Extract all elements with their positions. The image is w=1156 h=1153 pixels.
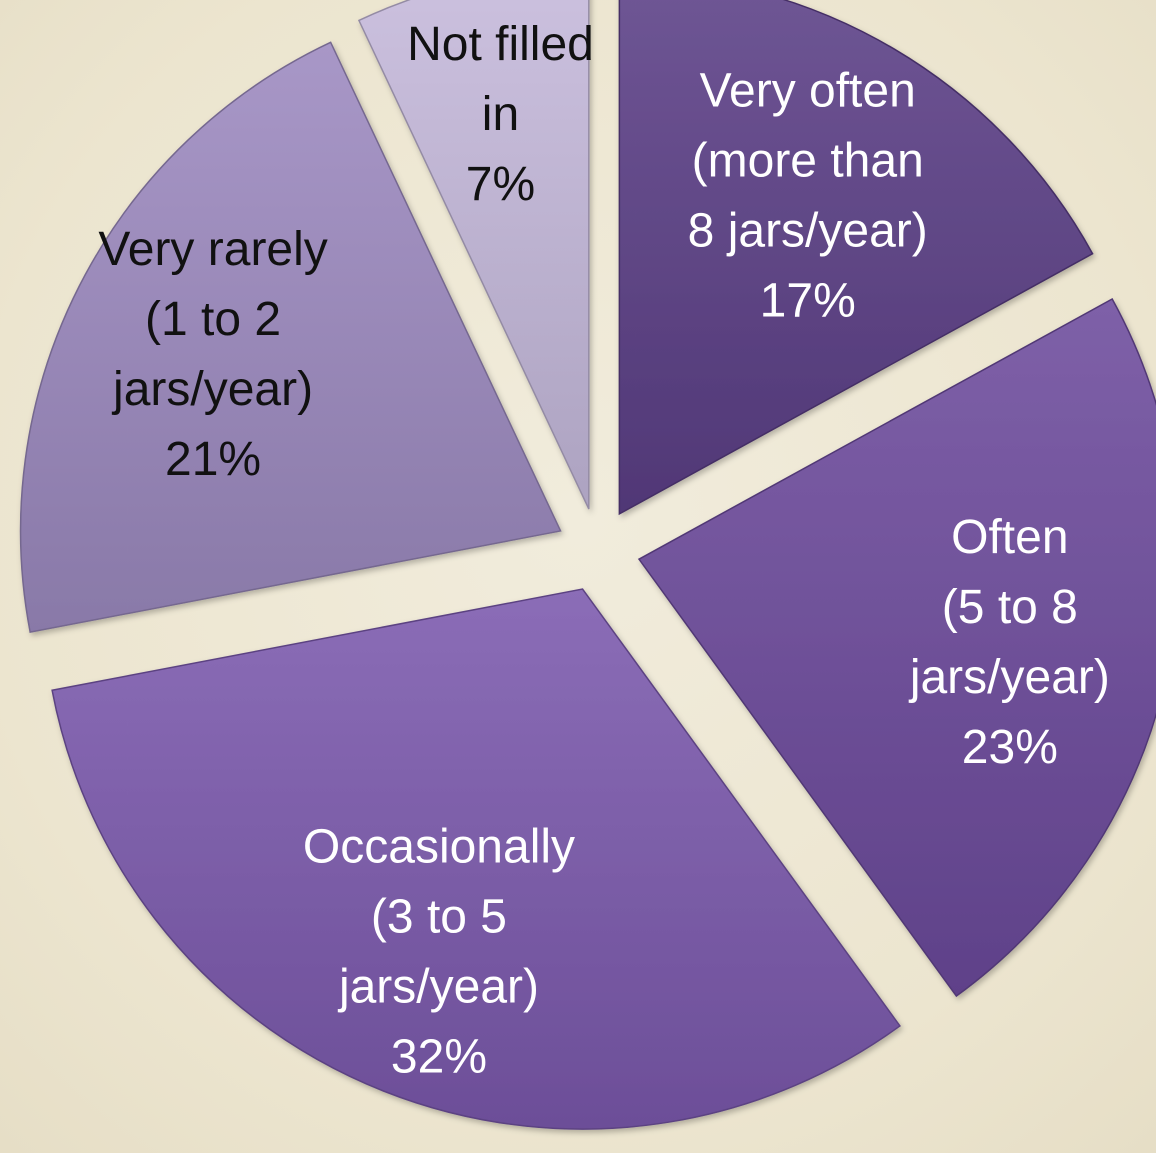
slice-label-line: jars/year) xyxy=(908,651,1110,704)
slice-percent-label: 17% xyxy=(760,274,856,327)
slice-label-line: (more than xyxy=(692,134,924,187)
slice-label-line: (5 to 8 xyxy=(942,581,1078,634)
slice-label-line: 8 jars/year) xyxy=(688,204,928,257)
slice-label-3: Very rarely (1 to 2 jars/year) 21% xyxy=(98,223,327,486)
slice-label-line: (1 to 2 xyxy=(145,293,281,346)
slice-label-4: Not filled in 7% xyxy=(407,18,594,211)
pie-slice-3 xyxy=(19,41,562,633)
slice-label-1: Often (5 to 8 jars/year) 23% xyxy=(908,511,1110,774)
pie-slice-4 xyxy=(357,0,590,510)
slice-percent-label: 32% xyxy=(391,1031,487,1084)
slice-label-line: Often xyxy=(951,511,1068,564)
pie-slice-2 xyxy=(51,588,901,1130)
slices-layer xyxy=(19,0,1156,1130)
slice-percent-label: 23% xyxy=(962,721,1058,774)
slice-label-2: Occasionally (3 to 5 jars/year) 32% xyxy=(303,821,575,1084)
slice-percent-label: 21% xyxy=(165,433,261,486)
slice-label-line: (3 to 5 xyxy=(371,891,507,944)
slice-label-line: Very often xyxy=(700,64,916,117)
slice-label-line: Not filled xyxy=(407,18,594,71)
slice-label-line: in xyxy=(482,88,519,141)
pie-slice-1 xyxy=(637,297,1156,998)
slice-label-line: jars/year) xyxy=(337,961,539,1014)
slice-label-line: jars/year) xyxy=(111,363,313,416)
pie-slice-0 xyxy=(618,0,1094,516)
slice-label-line: Very rarely xyxy=(98,223,327,276)
slice-label-line: Occasionally xyxy=(303,821,575,874)
labels-layer: Very often (more than 8 jars/year) 17% Often… xyxy=(98,18,1109,1084)
slice-percent-label: 7% xyxy=(466,158,535,211)
slice-label-0: Very often (more than 8 jars/year) 17% xyxy=(688,64,928,327)
